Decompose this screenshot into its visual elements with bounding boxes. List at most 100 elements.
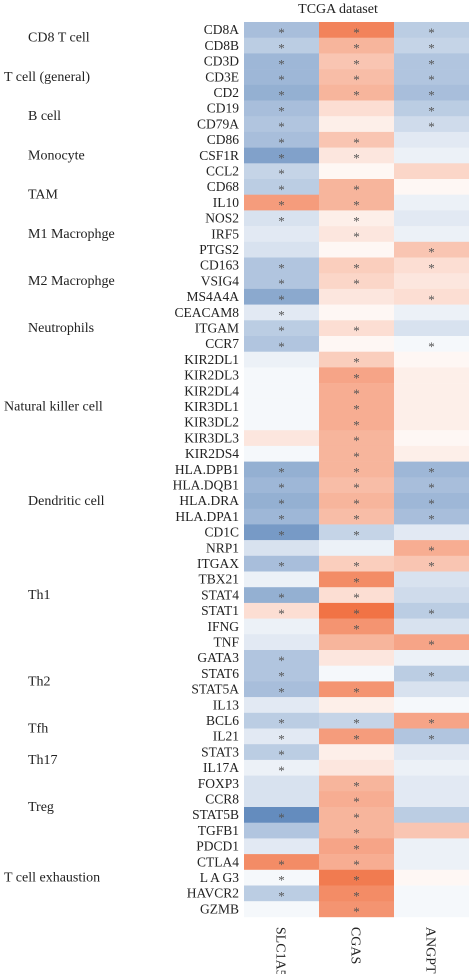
significance-star: *: [278, 166, 285, 181]
significance-star: *: [428, 637, 435, 652]
gene-label: CD68: [207, 179, 240, 194]
significance-star: *: [278, 810, 285, 825]
heatmap-cell: [244, 194, 319, 211]
heatmap-cell: [394, 367, 469, 384]
group-label: M2 Macrophge: [28, 274, 115, 289]
significance-star: *: [353, 182, 360, 197]
significance-star: *: [278, 465, 285, 480]
gene-label: KIR2DL4: [184, 383, 239, 398]
heatmap-cell: [244, 116, 319, 133]
gene-label: CEACAM8: [174, 305, 239, 320]
significance-star: *: [353, 512, 360, 527]
significance-star: *: [353, 135, 360, 150]
significance-star: *: [353, 857, 360, 872]
significance-star: *: [278, 198, 285, 213]
significance-star: *: [428, 669, 435, 684]
significance-star: *: [353, 88, 360, 103]
heatmap-cell: [394, 147, 469, 164]
gene-label: HLA.DPB1: [175, 462, 239, 477]
heatmap-cell: [319, 37, 394, 54]
heatmap-cell: [244, 744, 319, 761]
gene-label: CD3E: [205, 69, 239, 84]
heatmap-cell: [319, 650, 394, 666]
heatmap-cell: [319, 273, 394, 290]
group-label: Tfh: [28, 722, 48, 737]
gene-label: STAT5B: [192, 807, 239, 822]
significance-star: *: [353, 276, 360, 291]
gene-label: CD8A: [204, 22, 240, 37]
heatmap-cell: [244, 477, 319, 494]
heatmap-cell: [394, 53, 469, 70]
group-label: Th1: [28, 588, 51, 603]
heatmap-cell: [394, 524, 469, 541]
gene-label: VSIG4: [201, 273, 240, 288]
heatmap-cell: [319, 22, 394, 38]
gene-label: IL17A: [203, 760, 239, 775]
heatmap-cell: [244, 320, 319, 337]
column-label: ANGPTL4: [423, 927, 438, 974]
heatmap-cell: [244, 775, 319, 792]
gene-label: CCL2: [206, 164, 239, 179]
heatmap-cell: [394, 226, 469, 243]
significance-star: *: [353, 213, 360, 228]
heatmap-cell: [394, 571, 469, 588]
heatmap-cell: [319, 697, 394, 714]
heatmap-cell: [394, 807, 469, 823]
heatmap-cell: [319, 728, 394, 745]
heatmap-cell: [394, 163, 469, 180]
heatmap-cell: [394, 602, 469, 619]
heatmap-cell: [244, 100, 319, 117]
group-labels: CD8 T cell T cell (general) B cell Monocyte…: [4, 31, 115, 886]
gene-label: HLA.DPA1: [175, 509, 239, 524]
heatmap-cell: [394, 885, 469, 902]
significance-star: *: [353, 260, 360, 275]
heatmap-cell: [394, 131, 469, 148]
significance-star: *: [353, 559, 360, 574]
heatmap-cell: [244, 336, 319, 352]
significance-star: *: [278, 25, 285, 40]
group-label: Neutrophils: [28, 321, 94, 336]
significance-star: *: [353, 684, 360, 699]
heatmap-cell: [244, 414, 319, 431]
heatmap-cell: [394, 351, 469, 368]
gene-label: PDCD1: [196, 839, 239, 854]
group-label: T cell exhaustion: [4, 871, 100, 886]
heatmap-cell: [244, 273, 319, 290]
significance-star: *: [428, 292, 435, 307]
heatmap-cell: [394, 712, 469, 729]
heatmap-cell: [319, 461, 394, 478]
significance-star: *: [428, 465, 435, 480]
gene-label: FOXP3: [198, 776, 240, 791]
significance-star: *: [428, 480, 435, 495]
heatmap-cell: [319, 163, 394, 180]
heatmap-cell: [319, 901, 394, 918]
gene-label: CD2: [213, 85, 239, 100]
heatmap-cell: [319, 226, 394, 243]
heatmap-cell: [319, 493, 394, 509]
heatmap-cell: [394, 759, 469, 776]
significance-star: *: [278, 606, 285, 621]
heatmap-cell: [244, 226, 319, 243]
significance-star: *: [428, 103, 435, 118]
significance-star: *: [428, 339, 435, 354]
gene-label: IL21: [213, 729, 239, 744]
group-label: TAM: [28, 188, 59, 203]
gene-label: TNF: [213, 635, 239, 650]
heatmap-cell: [319, 53, 394, 70]
significance-star: *: [278, 88, 285, 103]
heatmap-cell: [319, 822, 394, 839]
significance-star: *: [353, 386, 360, 401]
heatmap-cell: [394, 273, 469, 290]
heatmap-cell: [319, 445, 394, 462]
gene-label: MS4A4A: [186, 289, 239, 304]
gene-label: CD1C: [204, 525, 239, 540]
heatmap-cell: [244, 602, 319, 619]
gene-label: CD8B: [204, 38, 239, 53]
significance-star: *: [278, 590, 285, 605]
gene-label: STAT4: [201, 587, 239, 602]
gene-label: CCR7: [205, 336, 239, 351]
significance-star: *: [353, 449, 360, 464]
heatmap-cell: [394, 650, 469, 666]
heatmap-cell: [394, 22, 469, 38]
heatmap-cell: [319, 618, 394, 635]
